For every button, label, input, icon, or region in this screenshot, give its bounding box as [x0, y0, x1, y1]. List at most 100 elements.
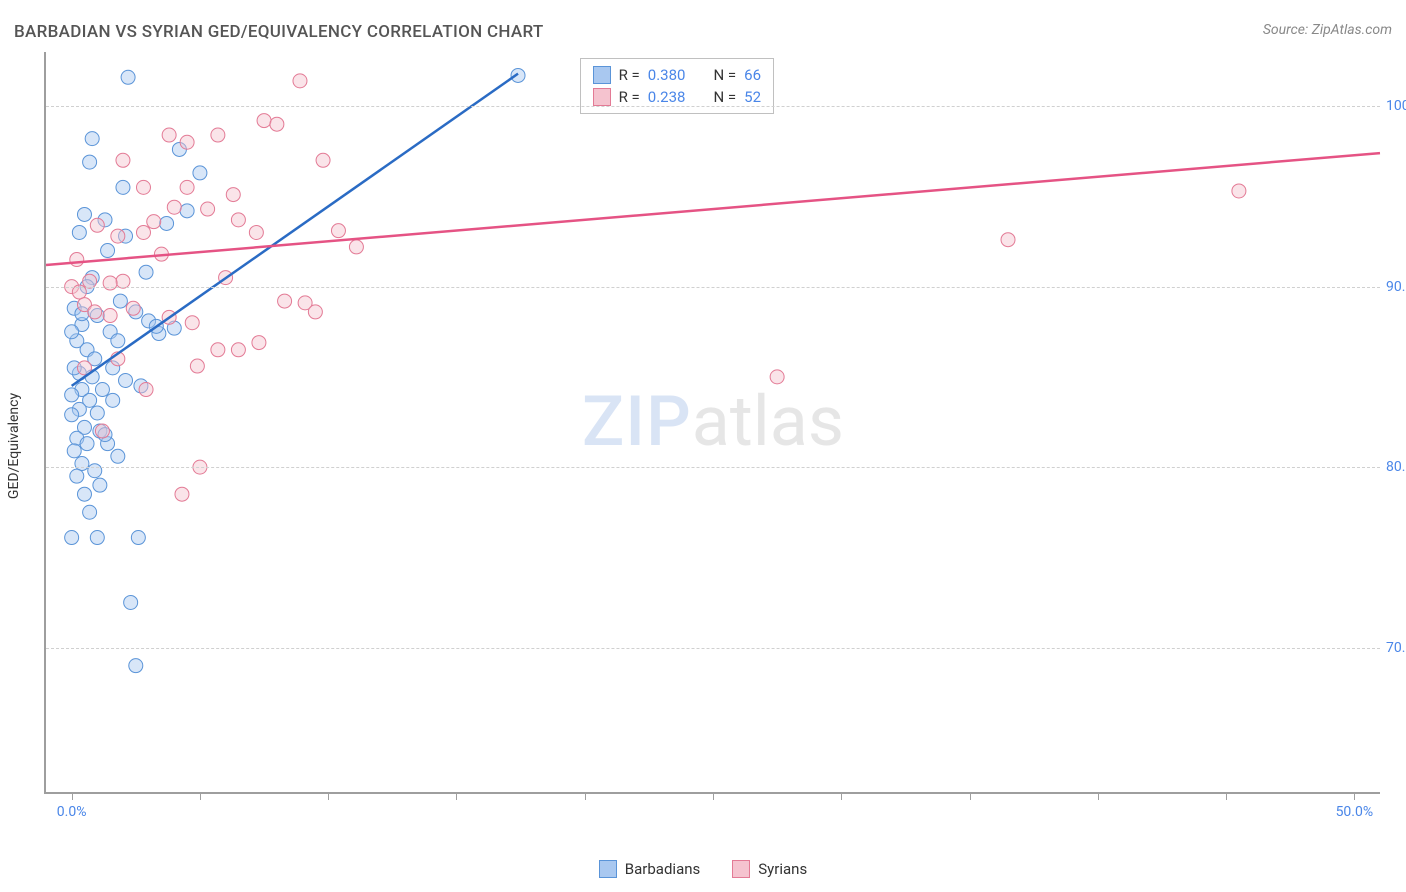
- syrians-point: [185, 316, 199, 330]
- syrians-point: [211, 343, 225, 357]
- syrians-point: [211, 128, 225, 142]
- barbadians-point: [90, 406, 104, 420]
- legend-label: Barbadians: [625, 860, 700, 878]
- syrians-point: [167, 200, 181, 214]
- syrians-point: [308, 305, 322, 319]
- barbadians-point: [111, 334, 125, 348]
- syrians-point: [293, 74, 307, 88]
- barbadians-point: [160, 216, 174, 230]
- barbadians-point: [83, 155, 97, 169]
- x-tick-mark: [585, 792, 586, 800]
- syrians-point: [103, 309, 117, 323]
- barbadians-point: [65, 388, 79, 402]
- syrians-point: [231, 343, 245, 357]
- syrians-point: [190, 359, 204, 373]
- legend-stat-row: R = 0.238 N = 52: [593, 86, 761, 108]
- syrians-point: [180, 180, 194, 194]
- n-value: 52: [744, 86, 761, 108]
- syrians-point: [331, 224, 345, 238]
- legend-swatch: [732, 860, 750, 878]
- x-tick-mark: [970, 792, 971, 800]
- barbadians-point: [65, 408, 79, 422]
- syrians-point: [201, 202, 215, 216]
- barbadians-point: [124, 595, 138, 609]
- syrians-point: [270, 117, 284, 131]
- gridline: [46, 648, 1380, 649]
- syrians-point: [116, 153, 130, 167]
- syrians-point: [111, 229, 125, 243]
- source-label: Source: ZipAtlas.com: [1263, 22, 1392, 38]
- syrians-point: [175, 487, 189, 501]
- chart-title: BARBADIAN VS SYRIAN GED/EQUIVALENCY CORR…: [14, 22, 544, 42]
- barbadians-point: [106, 393, 120, 407]
- r-prefix: R =: [619, 86, 640, 108]
- syrians-point: [139, 383, 153, 397]
- legend-item: Barbadians: [599, 860, 700, 878]
- legend-swatch: [593, 66, 611, 84]
- x-tick-mark: [456, 792, 457, 800]
- barbadians-point: [139, 265, 153, 279]
- r-value: 0.238: [648, 86, 686, 108]
- x-tick-mark: [713, 792, 714, 800]
- gridline: [46, 106, 1380, 107]
- chart-container: BARBADIAN VS SYRIAN GED/EQUIVALENCY CORR…: [0, 0, 1406, 892]
- barbadians-point: [65, 325, 79, 339]
- barbadians-point: [180, 204, 194, 218]
- n-value: 66: [744, 64, 761, 86]
- barbadians-point: [77, 487, 91, 501]
- barbadians-point: [131, 531, 145, 545]
- syrians-point: [257, 114, 271, 128]
- barbadians-point: [77, 207, 91, 221]
- syrians-point: [316, 153, 330, 167]
- syrians-point: [162, 128, 176, 142]
- barbadians-point: [65, 531, 79, 545]
- barbadians-point: [80, 437, 94, 451]
- barbadians-point: [93, 478, 107, 492]
- legend-swatch: [593, 88, 611, 106]
- syrians-point: [252, 336, 266, 350]
- barbadians-point: [88, 464, 102, 478]
- barbadians-point: [121, 70, 135, 84]
- syrians-point: [231, 213, 245, 227]
- barbadians-point: [511, 68, 525, 82]
- x-tick-label: 0.0%: [57, 804, 87, 820]
- legend-stat-row: R = 0.380N = 66: [593, 64, 761, 86]
- syrians-point: [1232, 184, 1246, 198]
- gridline: [46, 287, 1380, 288]
- barbadians-point: [193, 166, 207, 180]
- barbadians-point: [95, 383, 109, 397]
- syrians-point: [95, 424, 109, 438]
- syrians-point: [136, 225, 150, 239]
- barbadians-point: [83, 505, 97, 519]
- r-value: 0.380: [648, 64, 686, 86]
- syrians-point: [90, 218, 104, 232]
- barbadians-point: [90, 531, 104, 545]
- syrians-point: [147, 215, 161, 229]
- legend-label: Syrians: [758, 860, 807, 878]
- n-prefix: N =: [713, 86, 736, 108]
- x-tick-mark: [841, 792, 842, 800]
- syrians-point: [103, 276, 117, 290]
- x-tick-label: 50.0%: [1336, 804, 1374, 820]
- barbadians-point: [129, 659, 143, 673]
- barbadians-point: [85, 132, 99, 146]
- plot-svg: [46, 52, 1380, 792]
- barbadians-point: [72, 225, 86, 239]
- x-tick-mark: [1226, 792, 1227, 800]
- barbadians-point: [67, 444, 81, 458]
- syrians-point: [349, 240, 363, 254]
- barbadians-point: [75, 457, 89, 471]
- r-prefix: R =: [619, 64, 640, 86]
- syrians-point: [249, 225, 263, 239]
- y-tick-label: 80.0%: [1386, 459, 1406, 475]
- plot-area: ZIPatlas R = 0.380N = 66R = 0.238N = 52 …: [44, 52, 1380, 794]
- legend-swatch: [599, 860, 617, 878]
- syrians-point: [136, 180, 150, 194]
- syrians-regression-line: [46, 153, 1380, 265]
- syrians-point: [126, 301, 140, 315]
- y-tick-label: 90.0%: [1386, 279, 1406, 295]
- y-axis-label: GED/Equivalency: [6, 393, 22, 499]
- y-tick-label: 70.0%: [1386, 640, 1406, 656]
- barbadians-point: [111, 449, 125, 463]
- barbadians-point: [116, 180, 130, 194]
